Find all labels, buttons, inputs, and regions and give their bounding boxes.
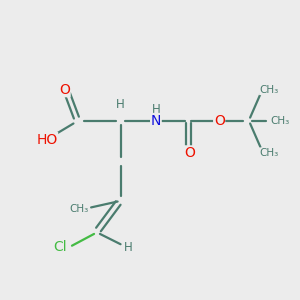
Text: CH₃: CH₃ <box>260 148 279 158</box>
Text: O: O <box>184 146 195 160</box>
Text: H: H <box>152 103 160 116</box>
Text: CH₃: CH₃ <box>270 116 289 126</box>
Text: H: H <box>116 98 125 111</box>
Text: H: H <box>124 241 132 254</box>
Text: N: N <box>151 114 161 128</box>
Text: HO: HO <box>36 133 58 147</box>
Text: CH₃: CH₃ <box>70 204 89 214</box>
Text: O: O <box>214 114 225 128</box>
Text: O: O <box>59 82 70 97</box>
Text: CH₃: CH₃ <box>260 85 279 94</box>
Text: Cl: Cl <box>53 240 67 254</box>
